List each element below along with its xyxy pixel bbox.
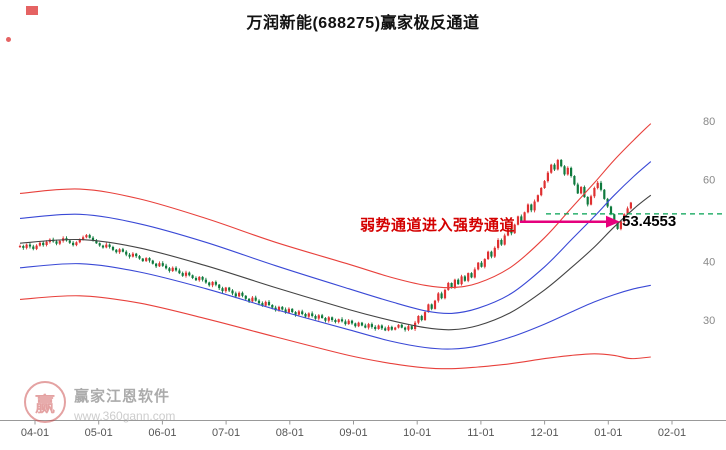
red-marker-icon	[26, 6, 38, 15]
signal-group	[520, 213, 726, 228]
svg-text:06-01: 06-01	[148, 427, 176, 439]
svg-text:07-01: 07-01	[212, 427, 240, 439]
watermark: 赢 赢家江恩软件 www.360gann.com	[24, 381, 175, 423]
svg-text:12-01: 12-01	[531, 427, 559, 439]
watermark-name: 赢家江恩软件	[74, 388, 171, 405]
signal-annotation: 弱势通道进入强势通道	[360, 217, 516, 234]
svg-text:04-01: 04-01	[21, 427, 49, 439]
lower-red-line	[19, 295, 651, 370]
svg-text:60: 60	[703, 174, 715, 186]
svg-text:10-01: 10-01	[403, 427, 431, 439]
upper-red-line	[19, 123, 652, 289]
svg-text:30: 30	[703, 315, 715, 327]
red-dot-icon	[6, 37, 11, 42]
axis-group: 04-01 05-01 06-01 07-01 08-01 09-01 10-01 11-01…	[0, 116, 726, 439]
watermark-logo-icon: 赢	[24, 381, 66, 423]
svg-text:11-01: 11-01	[467, 427, 494, 439]
svg-text:09-01: 09-01	[339, 427, 367, 439]
middle-black-line	[19, 194, 652, 331]
svg-text:08-01: 08-01	[276, 427, 304, 439]
upper-blue-line	[19, 161, 652, 315]
svg-text:02-01: 02-01	[658, 427, 686, 439]
svg-text:40: 40	[703, 257, 715, 269]
svg-text:80: 80	[703, 116, 715, 128]
candles-group	[18, 158, 632, 332]
price-callout: 53.4553	[622, 213, 677, 230]
svg-text:05-01: 05-01	[85, 427, 113, 439]
channel-lines-group	[19, 123, 652, 370]
svg-text:01-01: 01-01	[594, 427, 622, 439]
lower-blue-line	[19, 263, 651, 350]
watermark-text: 赢家江恩软件 www.360gann.com	[74, 381, 175, 423]
watermark-url: www.360gann.com	[74, 409, 176, 423]
chart-title: 万润新能(688275)赢家极反通道	[246, 15, 480, 32]
